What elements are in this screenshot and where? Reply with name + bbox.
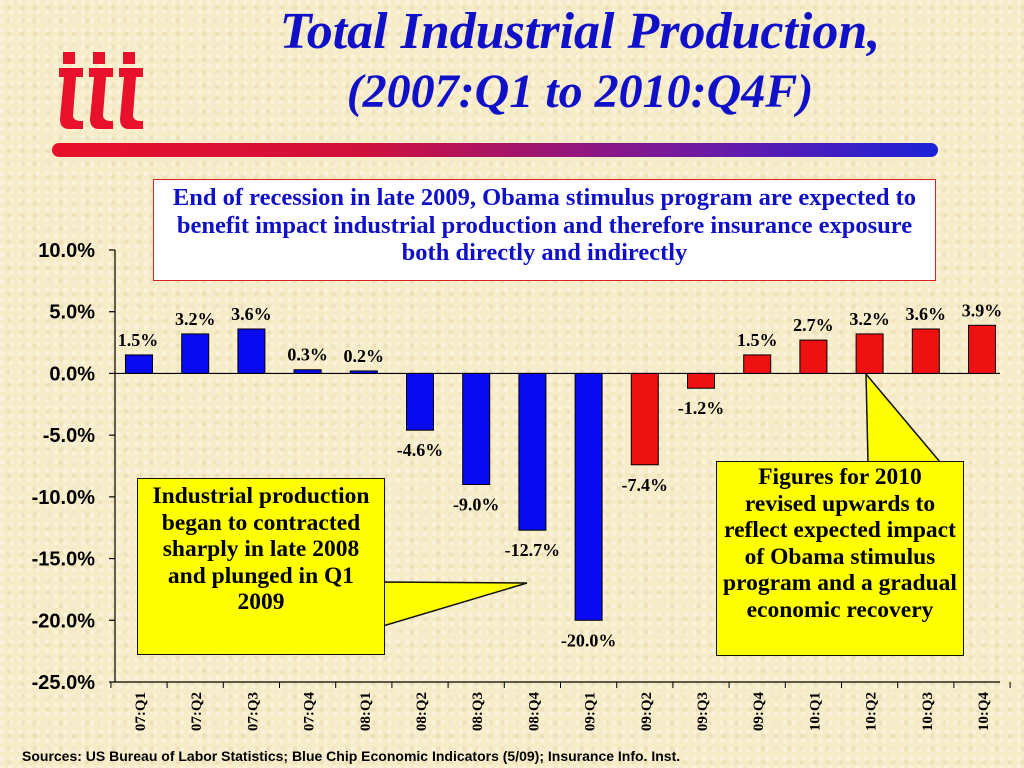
y-tick-label: 5.0% [49, 302, 95, 324]
x-tick-label: 08:Q2 [414, 692, 430, 731]
right-callout-pointer [865, 371, 942, 463]
data-label: -12.7% [505, 540, 561, 560]
data-label: 3.6% [231, 304, 272, 324]
data-label: 0.3% [287, 345, 328, 365]
x-tick-label: 09:Q2 [639, 692, 655, 731]
iii-logo-icon [59, 52, 143, 129]
bar [462, 372, 491, 486]
bar [799, 339, 828, 374]
bar [125, 354, 153, 374]
callout-pointers [382, 371, 942, 628]
x-tick-label: 10:Q1 [807, 692, 823, 731]
data-label: 3.6% [906, 304, 947, 324]
data-label: 3.9% [962, 300, 1003, 320]
chart-title: Total Industrial Production, [279, 3, 881, 60]
title-divider [52, 143, 938, 157]
x-tick-label: 10:Q3 [920, 692, 936, 731]
data-label: 3.2% [175, 309, 216, 329]
bar [911, 328, 940, 374]
bar [855, 333, 884, 374]
x-tick-label: 07:Q4 [302, 692, 318, 732]
x-tick-label: 08:Q1 [358, 692, 374, 731]
data-label: -4.6% [397, 440, 444, 460]
x-tick-label: 07:Q3 [245, 692, 261, 731]
y-tick-label: 0.0% [49, 363, 95, 385]
x-tick-label: 08:Q3 [470, 692, 486, 731]
bar [349, 370, 378, 374]
bar [574, 372, 603, 621]
x-tick-label: 07:Q1 [133, 692, 149, 731]
left-annotation-box: Industrial production began to contracte… [137, 478, 385, 655]
data-label: 2.7% [793, 315, 834, 335]
x-tick-label: 09:Q4 [751, 692, 767, 732]
bar [181, 333, 210, 374]
bar [743, 354, 772, 374]
bar [406, 372, 434, 431]
bar [293, 369, 322, 374]
y-tick-label: -5.0% [43, 425, 95, 447]
data-label: -9.0% [453, 495, 500, 515]
x-tick-label: 10:Q4 [976, 692, 992, 732]
sources-footer: Sources: US Bureau of Labor Statistics; … [22, 748, 681, 764]
left-callout-pointer [382, 581, 528, 628]
bar [237, 328, 266, 374]
y-tick-label: -10.0% [32, 487, 96, 509]
x-tick-label: 09:Q3 [695, 692, 711, 731]
x-tick-label: 09:Q1 [583, 692, 599, 731]
data-label: -7.4% [622, 475, 669, 495]
data-label: -1.2% [678, 398, 725, 418]
bar [687, 372, 715, 389]
y-tick-label: -15.0% [32, 549, 96, 571]
y-tick-label: -25.0% [32, 672, 96, 694]
x-tick-label: 10:Q2 [864, 692, 880, 731]
bar [968, 324, 996, 374]
data-label: 1.5% [737, 330, 778, 350]
x-tick-label: 08:Q4 [526, 692, 542, 732]
data-label: -20.0% [561, 630, 617, 650]
data-label: 0.2% [344, 346, 385, 366]
data-label: 3.2% [849, 309, 890, 329]
y-tick-label: 10.0% [38, 240, 95, 262]
chart-subtitle: (2007:Q1 to 2010:Q4F) [346, 65, 814, 118]
bar [518, 372, 547, 531]
y-tick-label: -20.0% [32, 610, 96, 632]
right-annotation-box: Figures for 2010 revised upwards to refl… [716, 461, 964, 656]
bar [630, 372, 659, 466]
data-label: 1.5% [118, 330, 159, 350]
x-tick-label: 07:Q2 [189, 692, 205, 731]
top-annotation-box: End of recession in late 2009, Obama sti… [153, 179, 936, 281]
